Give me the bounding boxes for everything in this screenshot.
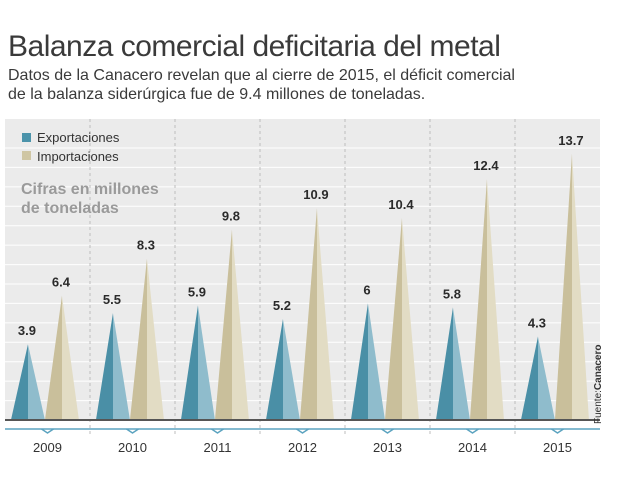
export-value-label: 3.9 xyxy=(18,323,36,338)
export-bar xyxy=(95,313,130,420)
chart-title: Balanza comercial deficitaria del metal xyxy=(8,30,501,63)
legend-swatch-imports xyxy=(22,151,31,160)
import-value-label: 12.4 xyxy=(473,158,499,173)
year-tick-marker xyxy=(126,428,139,434)
units-note-line-1: Cifras en millones xyxy=(21,181,159,198)
export-bar xyxy=(10,344,45,420)
year-tick-marker xyxy=(551,428,564,434)
export-bar xyxy=(435,307,470,420)
year-tick-label: 2012 xyxy=(288,440,317,455)
import-value-label: 6.4 xyxy=(52,275,71,290)
legend-swatch-exports xyxy=(22,133,31,142)
units-note-line-2: de toneladas xyxy=(21,200,119,217)
export-value-label: 5.9 xyxy=(188,284,206,299)
year-tick-label: 2014 xyxy=(458,440,487,455)
import-value-label: 9.8 xyxy=(222,209,240,224)
chart-background xyxy=(5,119,600,420)
import-bar xyxy=(299,208,334,420)
export-bar xyxy=(180,305,215,420)
export-bar xyxy=(350,303,385,420)
export-value-label: 4.3 xyxy=(528,315,546,330)
export-value-label: 5.8 xyxy=(443,286,461,301)
import-bar xyxy=(469,179,504,420)
year-tick-label: 2015 xyxy=(543,440,572,455)
year-tick-marker xyxy=(41,428,54,434)
import-bar xyxy=(214,229,249,420)
year-tick-marker xyxy=(381,428,394,434)
source-label: Fuente: xyxy=(593,390,604,424)
export-value-label: 5.5 xyxy=(103,292,121,307)
legend-label-imports: Importaciones xyxy=(37,149,119,164)
year-tick-marker xyxy=(296,428,309,434)
year-tick-marker xyxy=(466,428,479,434)
export-value-label: 5.2 xyxy=(273,298,291,313)
year-tick-label: 2010 xyxy=(118,440,147,455)
import-value-label: 10.4 xyxy=(388,197,414,212)
export-value-label: 6 xyxy=(363,282,370,297)
import-value-label: 8.3 xyxy=(137,238,155,253)
import-bar xyxy=(44,295,79,420)
subtitle-line-2: de la balanza siderúrgica fue de 9.4 mil… xyxy=(8,86,426,103)
export-bar xyxy=(265,318,300,420)
export-bar xyxy=(520,336,555,420)
year-tick-marker xyxy=(211,428,224,434)
legend-label-exports: Exportaciones xyxy=(37,130,120,145)
year-tick-label: 2011 xyxy=(204,440,232,455)
import-bar xyxy=(554,153,589,421)
year-tick-label: 2013 xyxy=(373,440,402,455)
import-value-label: 13.7 xyxy=(558,133,583,148)
chart-subtitle: Datos de la Canacero revelan que al cier… xyxy=(8,66,608,104)
subtitle-line-1: Datos de la Canacero revelan que al cier… xyxy=(8,67,515,84)
source-note: Fuente:Canacero xyxy=(593,345,604,425)
source-name: Canacero xyxy=(593,344,604,391)
import-bar xyxy=(129,258,164,420)
import-value-label: 10.9 xyxy=(303,187,328,202)
import-bar xyxy=(384,217,419,420)
year-tick-label: 2009 xyxy=(33,440,62,455)
